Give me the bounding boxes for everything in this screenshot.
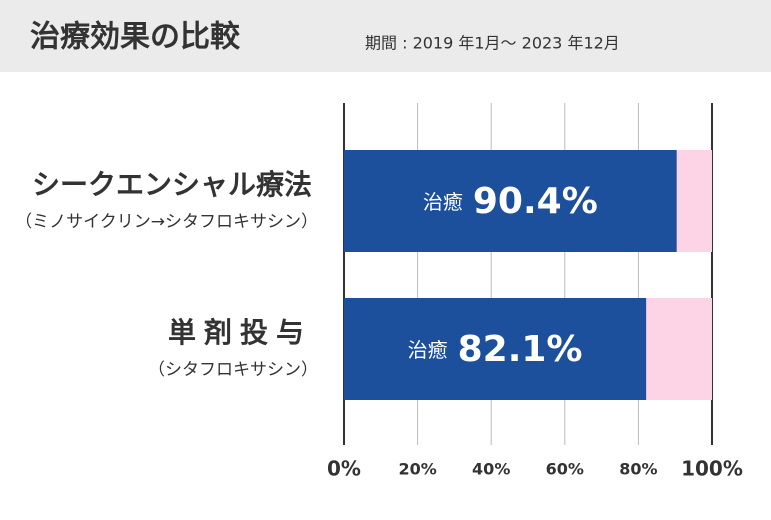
bar xyxy=(344,150,677,252)
chart-subtitle: 期間 : 2019 年1月～ 2023 年12月 xyxy=(365,34,620,53)
x-tick-label: 40% xyxy=(472,460,510,479)
category-note: （シタフロキサシン） xyxy=(148,360,318,380)
category-label: シークエンシャル療法 xyxy=(32,168,312,201)
x-tick-label: 60% xyxy=(546,460,584,479)
bar xyxy=(344,298,647,400)
value-label-number: 90.4% xyxy=(473,181,598,222)
value-label-prefix: 治癒 xyxy=(408,338,448,362)
value-label-prefix: 治癒 xyxy=(423,190,463,214)
value-label-number: 82.1% xyxy=(458,329,583,370)
x-tick-label: 80% xyxy=(619,460,657,479)
header-band xyxy=(0,0,771,72)
x-tick-label: 0% xyxy=(327,457,361,481)
value-label: 治癒 90.4% xyxy=(423,181,598,222)
x-tick-label: 20% xyxy=(398,460,436,479)
chart-title: 治療効果の比較 xyxy=(30,20,241,55)
category-note: （ミノサイクリン→シタフロキサシン） xyxy=(15,212,318,232)
category-label: 単剤投与 xyxy=(168,316,312,349)
x-tick-label: 100% xyxy=(681,457,743,481)
value-label: 治癒 82.1% xyxy=(408,329,583,370)
